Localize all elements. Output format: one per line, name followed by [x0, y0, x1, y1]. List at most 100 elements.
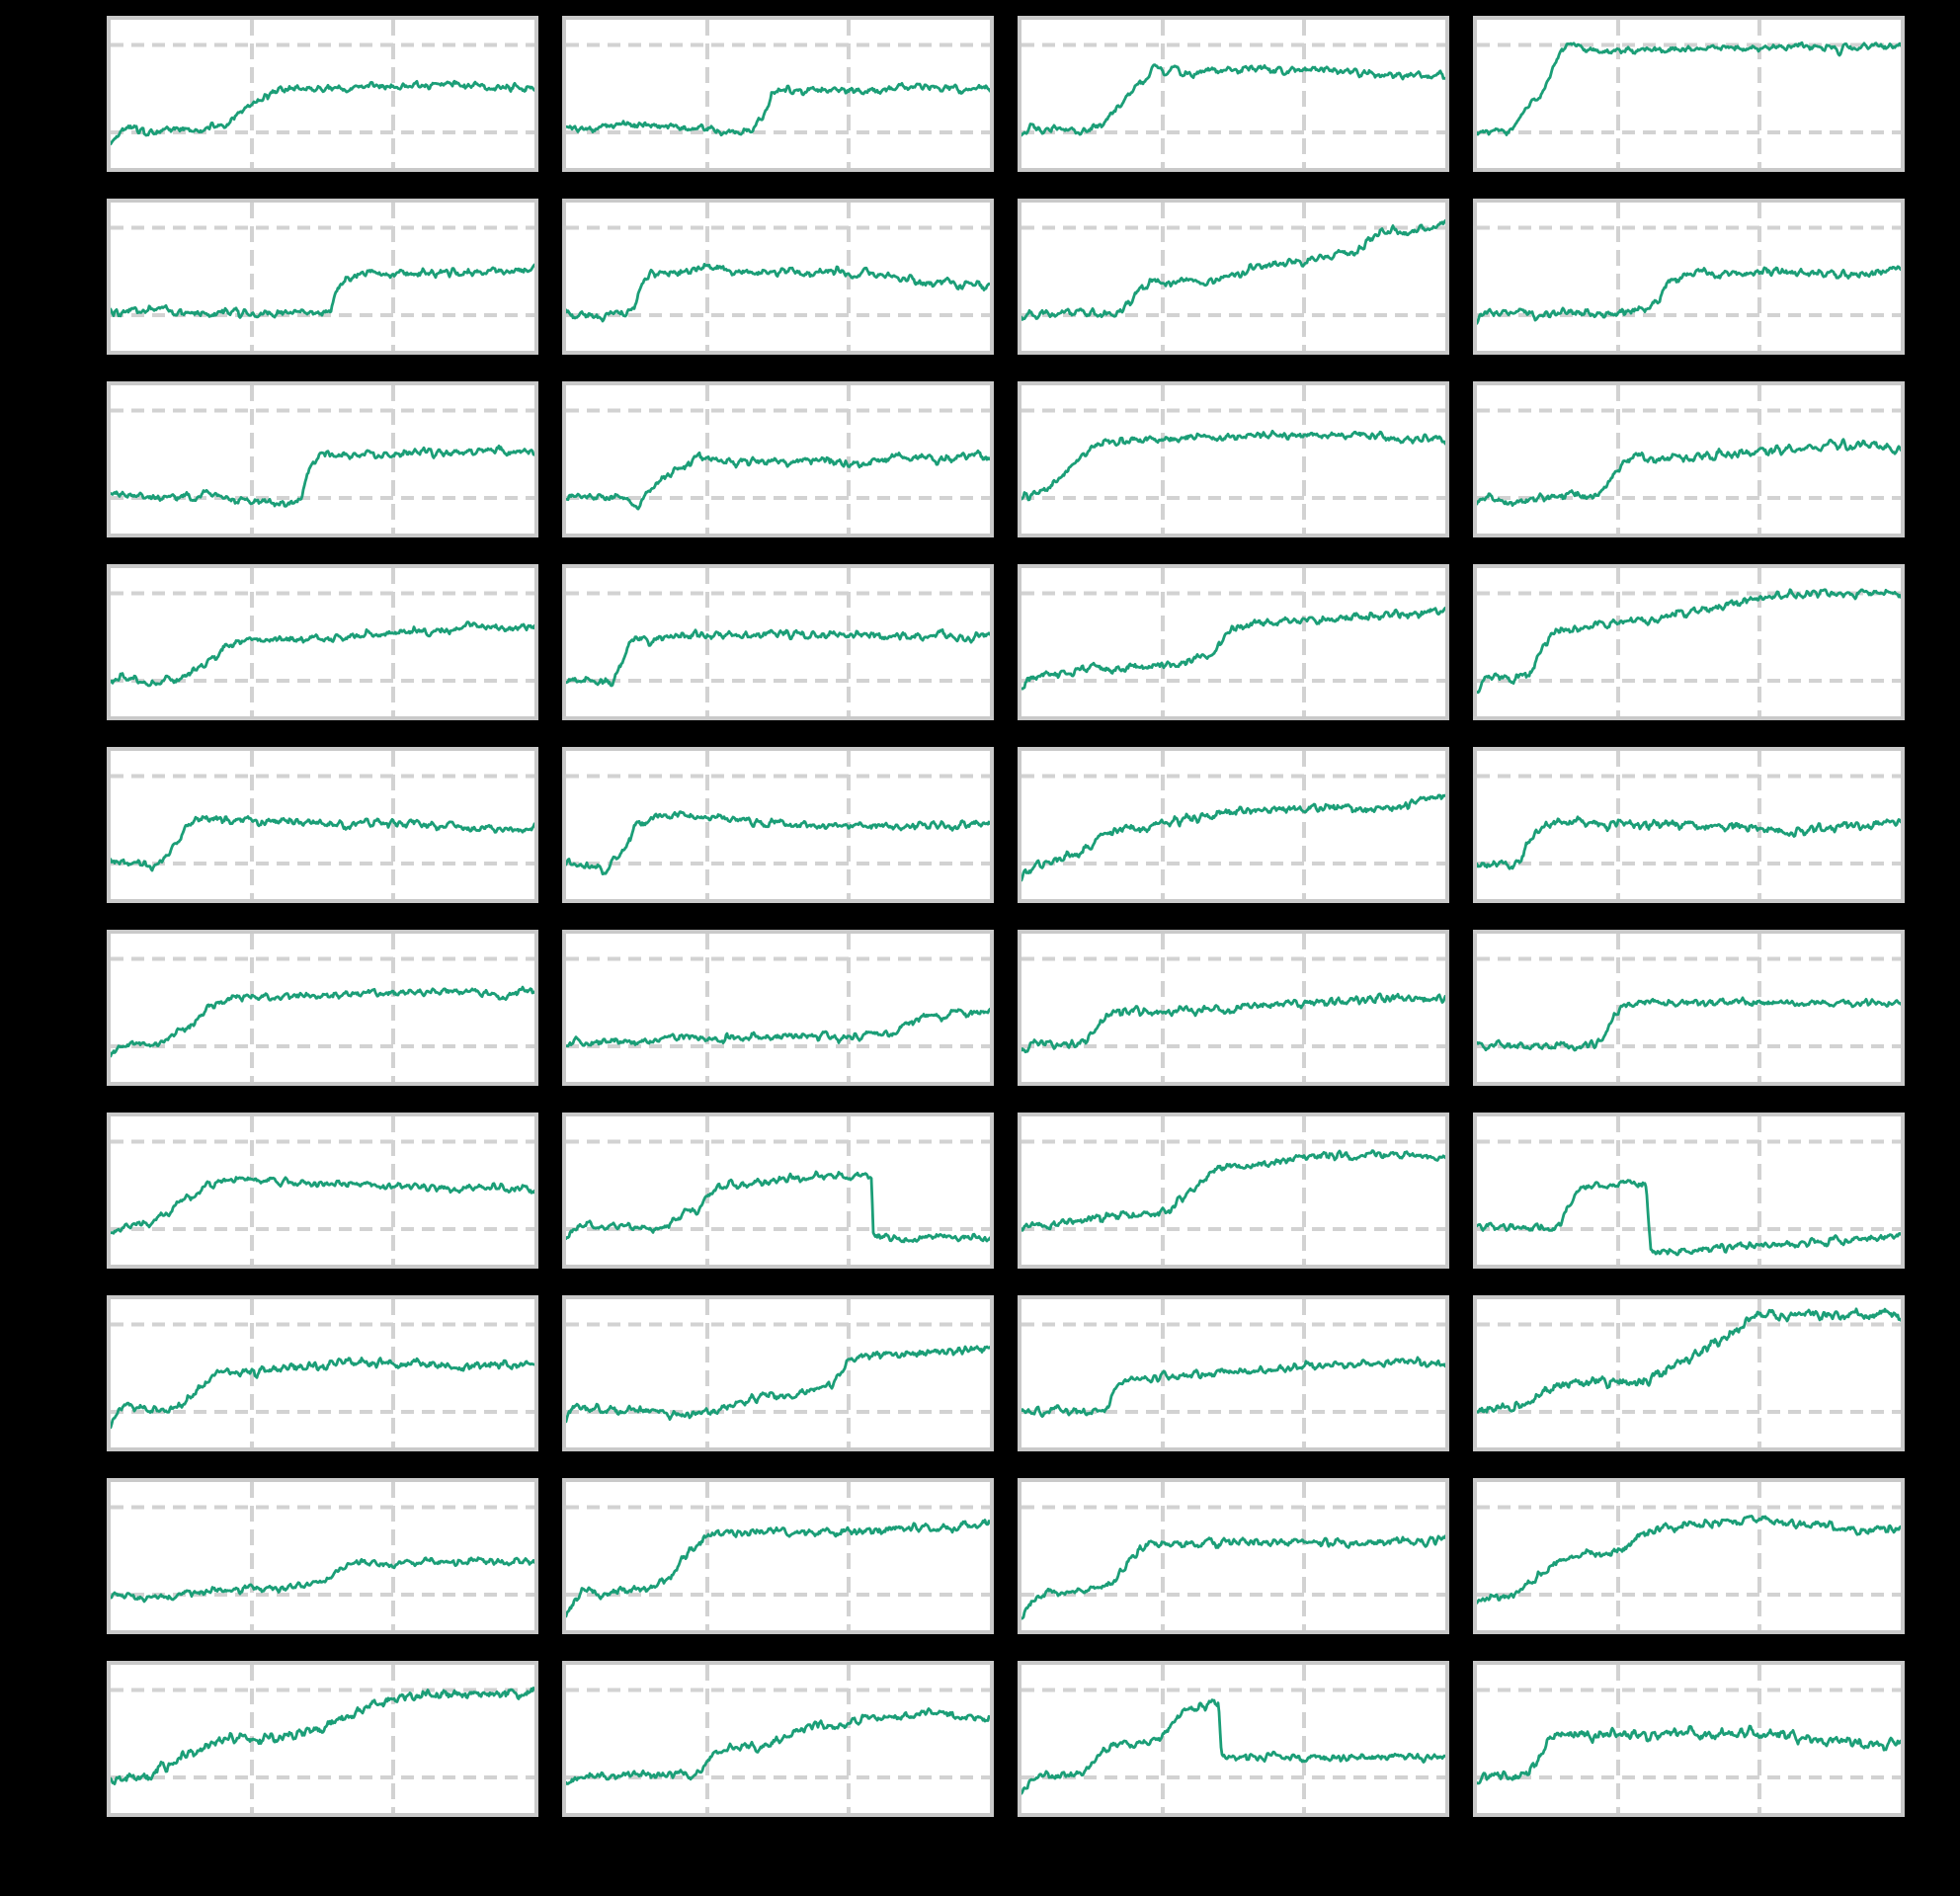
line-chart-r3c3: [1021, 385, 1445, 534]
line-chart-r1c4: [1477, 20, 1901, 168]
line-chart-r9c1: [111, 1482, 534, 1630]
subplot-r2c2: [562, 199, 994, 355]
line-chart-r5c1: [111, 751, 534, 899]
reward-curve: [566, 1519, 990, 1618]
line-chart-r8c1: [111, 1299, 534, 1447]
line-chart-r6c3: [1021, 934, 1445, 1082]
reward-curve: [1021, 63, 1445, 137]
line-chart-r4c4: [1477, 568, 1901, 716]
subplot-r1c4: [1473, 16, 1905, 172]
reward-curve: [566, 82, 990, 137]
line-chart-r9c3: [1021, 1482, 1445, 1630]
subplot-r8c4: [1473, 1295, 1905, 1451]
subplot-r7c2: [562, 1113, 994, 1269]
reward-curve: [1021, 1149, 1445, 1232]
line-chart-r4c1: [111, 568, 534, 716]
line-chart-r5c3: [1021, 751, 1445, 899]
reward-curve: [111, 79, 534, 146]
subplot-r2c1: [107, 199, 538, 355]
subplot-r4c1: [107, 564, 538, 720]
subplot-r2c4: [1473, 199, 1905, 355]
subplot-r1c1: [107, 16, 538, 172]
subplot-r10c3: [1018, 1661, 1449, 1817]
subplot-r9c4: [1473, 1478, 1905, 1634]
reward-curve: [566, 1170, 990, 1244]
line-chart-r2c3: [1021, 203, 1445, 351]
reward-curve: [1021, 1534, 1445, 1620]
line-chart-r2c4: [1477, 203, 1901, 351]
line-chart-r7c4: [1477, 1116, 1901, 1265]
line-chart-r10c2: [566, 1665, 990, 1813]
line-chart-r10c3: [1021, 1665, 1445, 1813]
line-chart-r9c2: [566, 1482, 990, 1630]
line-chart-r9c4: [1477, 1482, 1901, 1630]
subplot-r10c2: [562, 1661, 994, 1817]
line-chart-r1c3: [1021, 20, 1445, 168]
line-chart-r10c4: [1477, 1665, 1901, 1813]
reward-curve: [566, 1345, 990, 1424]
reward-curve: [1477, 265, 1901, 325]
subplot-r1c3: [1018, 16, 1449, 172]
subplot-r6c1: [107, 930, 538, 1086]
line-chart-r1c2: [566, 20, 990, 168]
reward-curve: [111, 1176, 534, 1235]
reward-curve: [111, 1357, 534, 1430]
line-chart-r5c2: [566, 751, 990, 899]
subplot-r3c1: [107, 381, 538, 537]
line-chart-r8c3: [1021, 1299, 1445, 1447]
subplot-r4c2: [562, 564, 994, 720]
subplot-r3c3: [1018, 381, 1449, 537]
line-chart-r3c2: [566, 385, 990, 534]
reward-curve: [1477, 1179, 1901, 1257]
reward-curve: [111, 444, 534, 508]
reward-curve: [111, 1687, 534, 1785]
reward-curve: [111, 620, 534, 688]
subplot-r9c2: [562, 1478, 994, 1634]
reward-curve: [566, 1008, 990, 1048]
subplot-r8c3: [1018, 1295, 1449, 1451]
line-chart-r6c4: [1477, 934, 1901, 1082]
subplot-r9c3: [1018, 1478, 1449, 1634]
line-chart-r7c3: [1021, 1116, 1445, 1265]
reward-curve: [1021, 218, 1445, 321]
subplot-r8c1: [107, 1295, 538, 1451]
line-chart-r2c2: [566, 203, 990, 351]
line-chart-r4c3: [1021, 568, 1445, 716]
reward-curve: [1477, 815, 1901, 870]
subplot-r10c1: [107, 1661, 538, 1817]
subplot-r4c4: [1473, 564, 1905, 720]
line-chart-r2c1: [111, 203, 534, 351]
subplot-r5c4: [1473, 747, 1905, 903]
reward-curve: [111, 1556, 534, 1604]
reward-curve: [1021, 793, 1445, 882]
line-chart-r7c1: [111, 1116, 534, 1265]
subplot-r5c3: [1018, 747, 1449, 903]
line-chart-r8c4: [1477, 1299, 1901, 1447]
subplot-r4c3: [1018, 564, 1449, 720]
charts-grid: [107, 16, 1905, 1817]
reward-curve: [566, 628, 990, 688]
reward-curve: [1477, 1724, 1901, 1785]
subplot-r7c1: [107, 1113, 538, 1269]
subplot-r7c4: [1473, 1113, 1905, 1269]
reward-curve: [566, 263, 990, 323]
line-chart-r6c1: [111, 934, 534, 1082]
reward-curve: [111, 263, 534, 319]
reward-curve: [1021, 606, 1445, 691]
reward-curve: [1477, 996, 1901, 1052]
reward-curve: [1477, 1515, 1901, 1605]
line-chart-r8c2: [566, 1299, 990, 1447]
line-chart-r4c2: [566, 568, 990, 716]
subplot-r1c2: [562, 16, 994, 172]
reward-curve: [566, 1707, 990, 1785]
subplot-r9c1: [107, 1478, 538, 1634]
line-chart-r3c1: [111, 385, 534, 534]
subplot-r6c4: [1473, 930, 1905, 1086]
reward-curve: [566, 449, 990, 511]
subplot-r7c3: [1018, 1113, 1449, 1269]
line-chart-r1c1: [111, 20, 534, 168]
reward-curve: [111, 815, 534, 872]
line-chart-r6c2: [566, 934, 990, 1082]
line-chart-r7c2: [566, 1116, 990, 1265]
